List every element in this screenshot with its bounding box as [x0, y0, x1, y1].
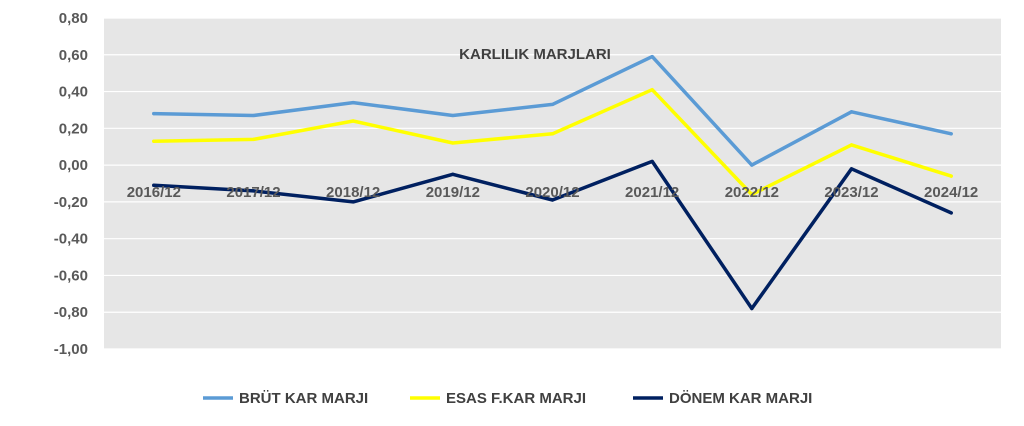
y-tick-label: 0,80 [59, 10, 88, 27]
data-point [550, 132, 555, 136]
data-point [750, 163, 754, 167]
x-tick-label: 2024/12 [924, 184, 978, 201]
data-point [152, 183, 156, 187]
x-tick-label: 2018/12 [326, 184, 380, 201]
plot-area [104, 18, 1001, 349]
data-point [949, 132, 953, 136]
data-point [451, 141, 455, 145]
y-tick-label: -0,60 [54, 267, 88, 284]
y-tick-label: 0,20 [59, 120, 88, 137]
x-tick-label: 2020/12 [525, 184, 579, 201]
legend-label: BRÜT KAR MARJI [239, 390, 368, 407]
x-tick-label: 2022/12 [725, 184, 779, 201]
data-point [550, 198, 555, 202]
data-point [650, 55, 654, 59]
data-point [650, 88, 654, 92]
data-point [152, 139, 156, 143]
data-point [251, 137, 256, 141]
y-tick-label: 0,40 [59, 84, 88, 101]
x-tick-label: 2017/12 [226, 184, 280, 201]
data-point [750, 192, 754, 197]
data-point [251, 189, 256, 193]
data-point [750, 306, 754, 311]
x-tick-label: 2016/12 [127, 184, 181, 201]
data-point [650, 159, 654, 164]
data-point [849, 143, 854, 147]
x-tick-label: 2021/12 [625, 184, 679, 201]
y-tick-label: 0,60 [59, 47, 88, 64]
data-point [849, 110, 854, 114]
y-axis-ticks: 0,80 0,60 0,40 0,20 0,00 -0,20 -0,40 -0,60 -0,80… [54, 10, 88, 358]
chart-title: KARLILIK MARJLARI [459, 46, 611, 63]
data-point [451, 113, 455, 118]
legend-label: ESAS F.KAR MARJI [446, 390, 586, 407]
data-point [949, 211, 953, 215]
legend-label: DÖNEM KAR MARJI [669, 390, 812, 407]
data-point [949, 174, 953, 178]
data-point [251, 113, 256, 118]
data-point [550, 102, 555, 107]
data-point [849, 167, 854, 171]
series-lines [152, 54, 953, 311]
data-point [351, 200, 355, 204]
y-tick-label: -0,40 [54, 231, 88, 248]
data-point [351, 119, 355, 123]
legend: BRÜT KAR MARJI ESAS F.KAR MARJI DÖNEM KAR … [203, 390, 812, 407]
data-point [451, 172, 455, 176]
data-point [152, 112, 156, 116]
x-tick-label: 2019/12 [426, 184, 480, 201]
x-axis-ticks: 2016/12 2017/12 2018/12 2019/12 2020/12 2021/… [127, 184, 979, 201]
y-tick-label: 0,00 [59, 157, 88, 174]
y-tick-label: -0,20 [54, 194, 88, 211]
y-tick-label: -1,00 [54, 341, 88, 358]
gridlines [104, 17, 1001, 350]
y-tick-label: -0,80 [54, 304, 88, 321]
x-tick-label: 2023/12 [824, 184, 878, 201]
data-point [351, 100, 355, 105]
